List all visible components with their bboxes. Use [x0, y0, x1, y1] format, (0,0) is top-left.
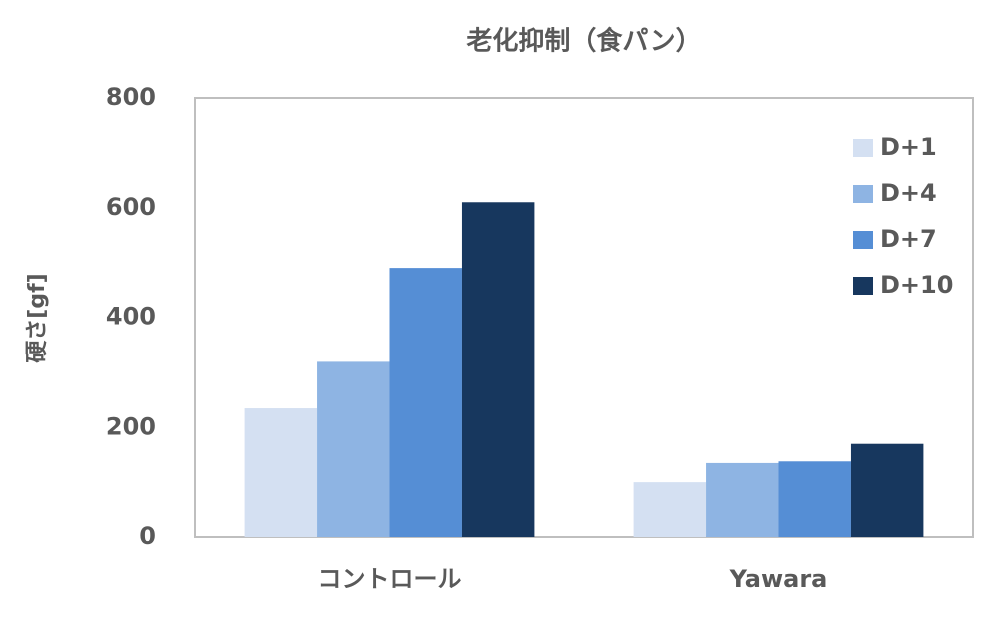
legend-swatch — [853, 277, 873, 295]
bar — [244, 408, 318, 537]
x-tick-label: Yawara — [729, 565, 828, 593]
legend-label: D+1 — [880, 133, 937, 161]
y-tick-label: 400 — [106, 303, 156, 331]
y-tick-label: 200 — [106, 412, 156, 440]
plot-area — [194, 97, 974, 538]
bar — [317, 361, 390, 537]
bar — [778, 461, 851, 537]
y-axis-label: 硬さ[gf] — [25, 273, 50, 362]
legend-label: D+10 — [880, 271, 953, 299]
legend-label: D+7 — [880, 225, 937, 253]
chart-title: 老化抑制（食パン） — [466, 26, 701, 57]
y-tick-label: 600 — [106, 193, 156, 221]
bar — [633, 482, 707, 537]
bar — [461, 202, 535, 537]
bar — [850, 443, 924, 537]
legend-swatch — [853, 185, 873, 203]
bar — [389, 268, 462, 537]
bar — [706, 462, 779, 537]
x-tick-label: コントロール — [318, 565, 462, 593]
legend-swatch — [853, 139, 873, 157]
legend-label: D+4 — [880, 179, 937, 207]
y-tick-label: 800 — [106, 83, 156, 111]
y-tick-label: 0 — [139, 522, 156, 550]
legend-swatch — [853, 231, 873, 249]
